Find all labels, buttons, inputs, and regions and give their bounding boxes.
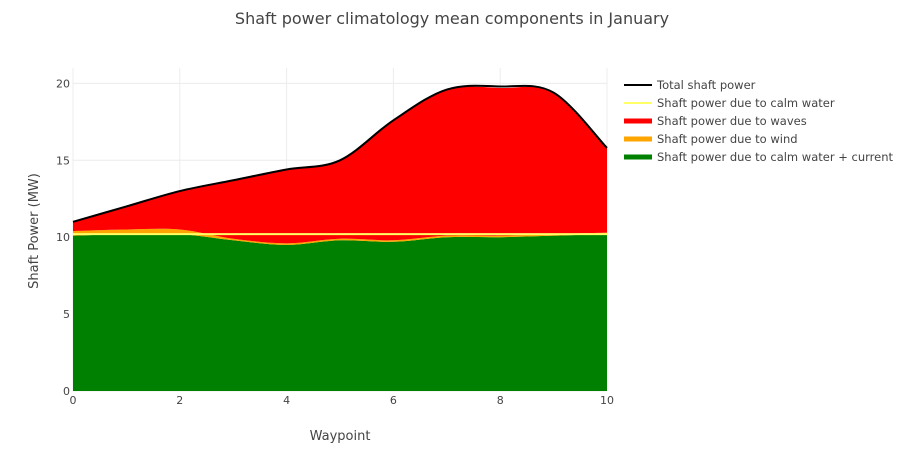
legend-item[interactable]: Shaft power due to calm water + current: [624, 150, 893, 164]
area-shaft-power-due-to-waves: [73, 86, 607, 244]
y-axis-ticks: 0 5 10 15 20: [56, 77, 70, 398]
legend-item[interactable]: Total shaft power: [624, 78, 756, 92]
y-tick-label: 10: [56, 231, 70, 244]
legend-label: Shaft power due to calm water + current: [657, 150, 893, 164]
legend-item[interactable]: Shaft power due to wind: [624, 132, 798, 146]
y-tick-label: 0: [63, 385, 70, 398]
legend-label: Shaft power due to calm water: [657, 96, 835, 110]
x-tick-label: 0: [70, 394, 77, 407]
legend: Total shaft power Shaft power due to calm…: [624, 78, 893, 164]
chart-title: Shaft power climatology mean components …: [235, 9, 669, 28]
x-axis-ticks: 0 2 4 6 8 10: [70, 394, 615, 407]
plot-areas: [73, 86, 607, 391]
y-tick-label: 5: [63, 308, 70, 321]
x-tick-label: 10: [600, 394, 614, 407]
legend-label: Shaft power due to wind: [657, 132, 798, 146]
x-axis-title: Waypoint: [310, 429, 371, 444]
x-tick-label: 8: [497, 394, 504, 407]
area-shaft-power-due-to-calm-water-current: [73, 233, 607, 391]
y-tick-label: 15: [56, 154, 70, 167]
legend-label: Total shaft power: [656, 78, 756, 92]
legend-item[interactable]: Shaft power due to calm water: [624, 96, 835, 110]
plot-lines: [72, 84, 608, 236]
area-shaft-power-due-to-wind: [73, 228, 607, 245]
legend-item[interactable]: Shaft power due to waves: [624, 114, 807, 128]
x-tick-label: 2: [176, 394, 183, 407]
y-axis-title: Shaft Power (MW): [27, 173, 42, 289]
legend-label: Shaft power due to waves: [657, 114, 807, 128]
y-tick-label: 20: [56, 77, 70, 90]
line-total-shaft-power: [72, 84, 608, 223]
x-tick-label: 4: [283, 394, 290, 407]
x-tick-label: 6: [390, 394, 397, 407]
